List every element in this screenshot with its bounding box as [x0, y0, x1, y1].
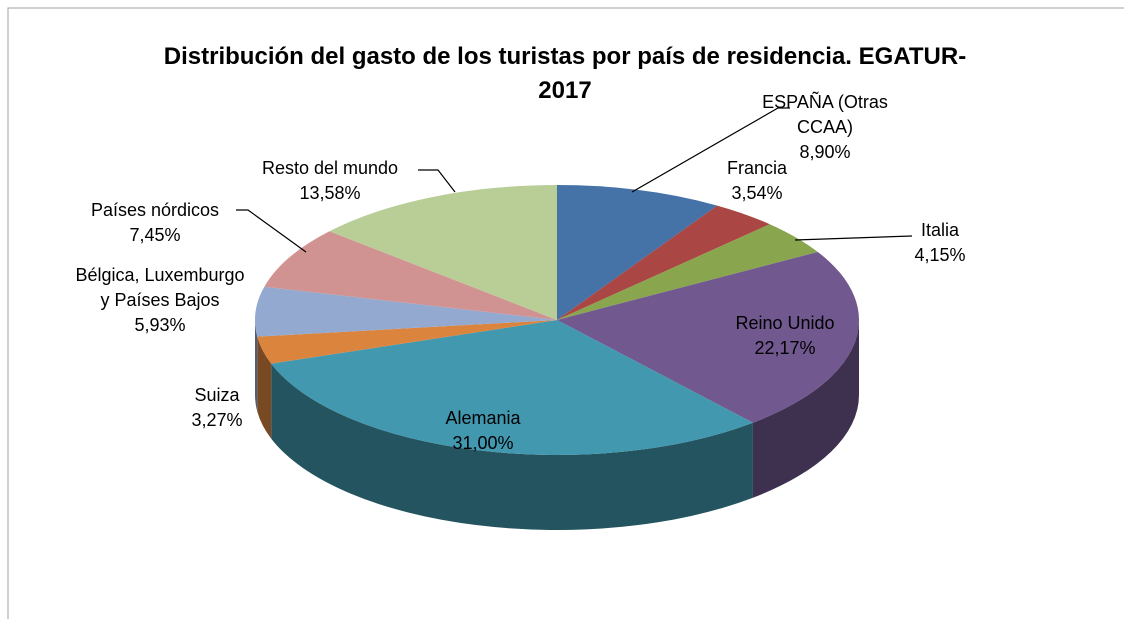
category-label: Suiza	[194, 385, 240, 405]
category-label: ESPAÑA (Otras CCAA)	[762, 92, 888, 137]
data-label: Suiza 3,27%	[167, 383, 267, 433]
value-label: 13,58%	[299, 183, 361, 203]
data-label: Francia 3,54%	[707, 156, 807, 206]
chart-title: Distribución del gasto de los turistas p…	[163, 43, 967, 104]
slice	[271, 320, 753, 455]
value-label: 5,93%	[134, 315, 186, 335]
slice	[257, 320, 557, 364]
data-label: Bélgica, Luxemburgo y Países Bajos 5,93%	[69, 263, 251, 338]
category-label: Italia	[920, 220, 960, 240]
slice	[264, 231, 557, 320]
value-label: 31,00%	[452, 433, 514, 453]
pie	[254, 185, 860, 531]
leader-line	[631, 107, 790, 193]
leader-lines	[236, 107, 913, 253]
slice	[557, 251, 860, 423]
value-label: 4,15%	[914, 245, 966, 265]
value-label: 3,54%	[731, 183, 783, 203]
leader-line	[794, 235, 913, 241]
category-label: Resto del mundo	[261, 158, 399, 178]
slice	[557, 185, 718, 320]
value-label: 8,90%	[799, 142, 851, 162]
value-label: 3,27%	[191, 410, 243, 430]
category-label: Bélgica, Luxemburgo y Países Bajos	[75, 265, 245, 310]
data-label: ESPAÑA (Otras CCAA) 8,90%	[760, 90, 890, 165]
data-label: Resto del mundo 13,58%	[240, 156, 420, 206]
value-label: 7,45%	[129, 225, 181, 245]
data-label: Alemania 31,00%	[413, 406, 553, 456]
category-label: Francia	[726, 158, 788, 178]
slice-side	[255, 320, 258, 412]
data-label: Reino Unido 22,17%	[715, 311, 855, 361]
slice-side	[752, 320, 859, 498]
slice	[254, 286, 557, 337]
value-label: 22,17%	[754, 338, 816, 358]
slice-side	[271, 363, 753, 531]
slice	[557, 205, 770, 320]
data-label: Italia 4,15%	[890, 218, 990, 268]
slice-side	[257, 336, 272, 439]
slice	[557, 224, 818, 320]
data-label: Países nórdicos 7,45%	[65, 198, 245, 248]
category-label: Reino Unido	[735, 313, 835, 333]
slice	[329, 185, 557, 320]
category-label: Países nórdicos	[90, 200, 220, 220]
leader-line	[236, 209, 307, 253]
chart-border	[7, 7, 1124, 619]
leader-line	[418, 169, 456, 193]
category-label: Alemania	[445, 408, 521, 428]
